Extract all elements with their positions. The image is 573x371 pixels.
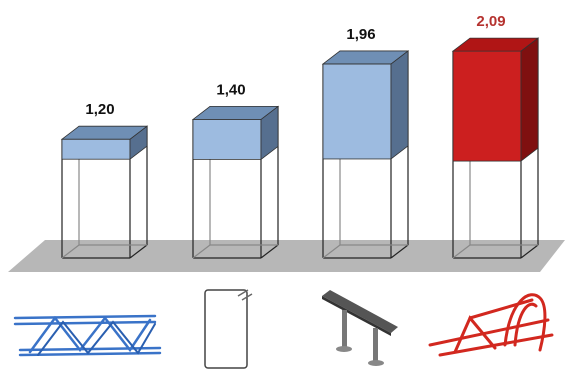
bar-value-label: 1,96: [346, 26, 375, 43]
stirrup-icon: [204, 289, 253, 369]
bar-lattice-girder: 1,20: [60, 101, 149, 259]
bar-side-face: [390, 50, 409, 160]
bar-side-face: [520, 37, 539, 162]
bar-front-face: [452, 50, 522, 162]
chart-floor: [8, 240, 565, 272]
bar-stirrup: 1,40: [191, 81, 280, 259]
bar-value-label: 1,20: [85, 101, 114, 118]
bar-value-label: 1,40: [216, 81, 245, 98]
bars-group: 1,20 1,40 1,96 2,09: [60, 13, 540, 259]
bar-front-face: [61, 138, 131, 160]
bar-front-face: [322, 63, 392, 160]
bar-support-chair: 1,96: [321, 26, 410, 259]
bar-top-face: [451, 37, 540, 52]
bar-top-face: [191, 106, 280, 120]
bar-red-spacer-frame: 2,09: [451, 13, 540, 259]
bar-top-face: [321, 50, 410, 65]
bar-front-face: [192, 119, 262, 160]
bar-top-face: [60, 125, 149, 140]
bar-value-label: 2,09: [476, 13, 505, 30]
lattice-girder-icon: [13, 314, 162, 357]
support-chair-icon: [322, 290, 398, 366]
spacer-frame-icon: [428, 293, 554, 357]
